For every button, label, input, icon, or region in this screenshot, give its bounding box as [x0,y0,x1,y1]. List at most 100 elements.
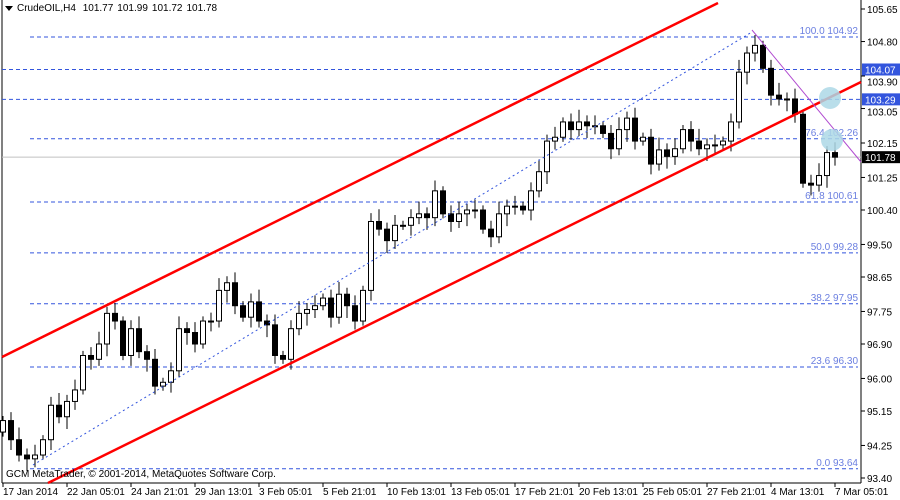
candle-body [528,190,534,211]
candle-body [408,217,414,226]
candle-body [72,389,78,402]
high-value: 101.99 [117,3,148,14]
candle-body [224,282,230,291]
candle-body [496,213,502,238]
time-tick-label: 4 Mar 13:01 [771,487,825,498]
price-tick-label: 101.25 [867,173,898,184]
price-tick-label: 105.65 [867,5,898,16]
price-tick-label: 100.40 [867,206,898,217]
candle-body [104,312,110,345]
time-tick-label: 25 Feb 05:01 [643,487,702,498]
time-tick-label: 24 Jan 21:01 [131,487,189,498]
time-tick-label: 13 Feb 05:01 [451,487,510,498]
candle-body [560,121,566,138]
candle-body [200,320,206,345]
price-label-text: 104.07 [865,65,896,76]
time-tick-label: 17 Feb 21:01 [515,487,574,498]
candle-body [96,343,102,360]
candle-body [656,149,662,165]
time-tick-label: 7 Mar 05:01 [835,487,889,498]
candle-body [176,328,182,372]
candle-body [392,224,398,242]
candle-body [184,328,190,334]
channel-lower-line[interactable] [47,80,862,485]
candle-body [808,182,814,186]
candle-body [48,404,54,441]
candle-body [752,44,758,54]
price-tick-label: 99.50 [867,240,892,251]
candle-body [208,320,214,323]
candle-body [368,220,374,291]
candle-body [648,136,654,165]
dropdown-triangle-icon[interactable] [5,5,13,11]
symbol-label: CrudeOIL,H4 [17,3,76,14]
candle-body [376,220,382,230]
candle-body [544,140,550,173]
price-tick-label: 96.00 [867,374,892,385]
candle-body [768,67,774,96]
candle-body [456,213,462,222]
candle-body [344,293,350,307]
trend-line[interactable] [751,29,862,163]
candle-body [280,354,286,360]
candle-body [448,213,454,222]
candle-body [432,190,438,219]
price-tick-label: 98.65 [867,273,892,284]
chart-header: CrudeOIL,H4 101.77 101.99 101.72 101.78 [5,3,221,14]
time-tick-label: 10 Feb 13:01 [387,487,446,498]
candle-body [720,140,726,146]
price-tick-label: 96.90 [867,340,892,351]
channel-upper-line[interactable] [1,1,719,359]
candle-body [824,152,830,177]
candle-body [288,328,294,360]
candle-body [8,420,14,441]
candle-body [360,289,366,322]
candle-body [520,205,526,211]
price-tick-label: 93.40 [867,474,892,485]
candle-body [144,351,150,360]
time-tick-label: 22 Jan 05:01 [67,487,125,498]
current-price-text: 101.78 [865,153,896,164]
candle-body [760,44,766,69]
highlight-marker [821,129,843,151]
candle-body [440,190,446,215]
candle-body [672,148,678,157]
candle-body [488,228,494,238]
candle-body [600,125,606,134]
price-label-text: 103.29 [865,95,896,106]
time-tick-label: 17 Jan 2014 [3,487,58,498]
candle-body [504,205,510,215]
candle-body [424,213,430,219]
price-tick-label: 94.25 [867,441,892,452]
candle-body [568,121,574,131]
candle-body [296,312,302,330]
time-tick-label: 20 Feb 13:01 [579,487,638,498]
candle-body [608,132,614,150]
fibo-base-line[interactable] [32,31,753,466]
time-tick-label: 5 Feb 21:01 [323,487,377,498]
candle-body [40,439,46,456]
candle-body [696,140,702,150]
candle-body [128,328,134,356]
candle-body [512,205,518,208]
fibo-level-label: 50.0 99.28 [811,242,859,253]
candle-body [256,301,262,322]
candle-body [160,381,166,387]
candle-body [704,144,710,150]
price-label-box [862,93,900,106]
fibo-level-label: 23.6 96.30 [811,356,859,367]
candle-body [616,129,622,150]
candle-body [168,370,174,383]
candle-body [88,354,94,360]
candle-body [312,305,318,311]
candle-body [632,117,638,142]
candle-body [120,320,126,356]
candle-body [112,312,118,322]
candle-body [320,297,326,307]
copyright-text: GCM MetaTrader, © 2001-2014, MetaQuotes … [6,469,276,480]
price-tick-label: 95.15 [867,407,892,418]
candle-body [336,293,342,318]
candle-body [80,354,86,391]
